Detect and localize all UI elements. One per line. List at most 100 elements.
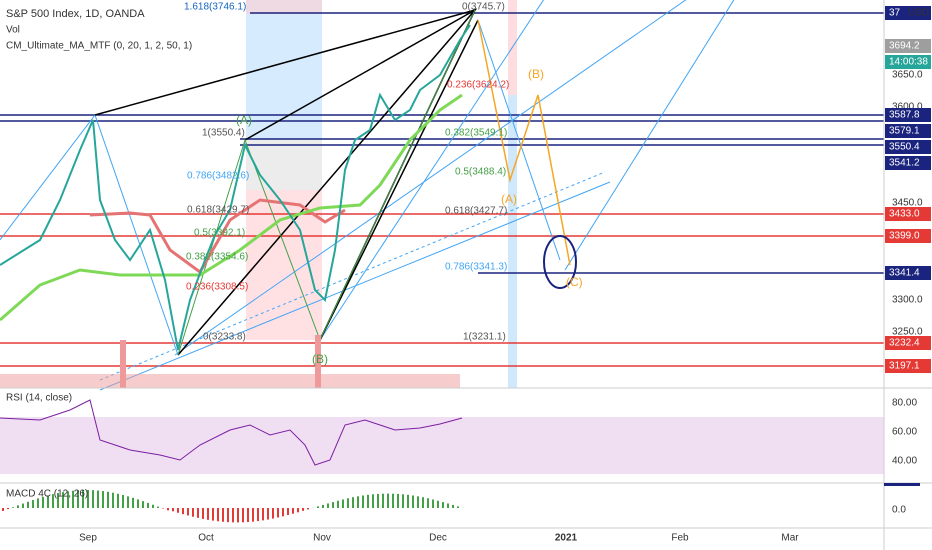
volume-bar <box>315 335 321 388</box>
circle <box>543 235 577 289</box>
macd-bar <box>67 491 69 508</box>
macd-bar <box>192 508 194 517</box>
macd-bar <box>152 504 154 508</box>
macd-bar <box>32 500 34 508</box>
price-tick: 3600.0 <box>892 102 923 113</box>
price-label-box <box>885 266 931 280</box>
macd-bar <box>107 491 109 508</box>
macd-bar <box>77 490 79 508</box>
macd-bar <box>72 490 74 508</box>
macd-bar <box>252 508 254 522</box>
macd-tick: 0.0 <box>892 505 906 516</box>
wave-label: (B) <box>312 352 328 366</box>
fib-label: 1.618(3746.1) <box>184 2 246 13</box>
trendline <box>477 19 561 261</box>
macd-bar <box>17 505 19 508</box>
macd-bar <box>12 507 14 508</box>
time-tick: Oct <box>198 533 214 544</box>
levels <box>0 12 884 367</box>
rsi-tick: 40.00 <box>892 456 917 467</box>
price-path <box>0 24 471 351</box>
fib-label: 0.236(3308.5) <box>186 282 248 293</box>
fib-left: 1(3550.4) 0.786(3482.6) 0.618(3429.7) 0.… <box>186 128 249 343</box>
macd-bar <box>457 506 459 508</box>
fib-label: 0(3745.7) <box>462 2 505 13</box>
fib-label: 0.236(3624.2) <box>447 80 509 91</box>
projection <box>477 19 571 266</box>
macd-bar <box>212 508 214 521</box>
price-tick: 3650.0 <box>892 70 923 81</box>
wave-label: (A) <box>236 113 252 127</box>
macd-bar <box>452 504 454 508</box>
macd-bar <box>282 508 284 517</box>
macd-bars <box>2 490 464 523</box>
macd-bar <box>147 502 149 508</box>
price-label-box <box>885 124 931 138</box>
wave-line <box>177 9 476 356</box>
price-label: 3579.1 <box>889 126 920 137</box>
price-tick: 3250.0 <box>892 327 923 338</box>
macd-bar <box>342 499 344 508</box>
macd-bar <box>97 490 99 508</box>
macd-bar <box>332 502 334 508</box>
zone <box>508 95 517 388</box>
fib-label: 0.786(3482.6) <box>187 171 249 182</box>
macd-bar <box>142 501 144 508</box>
macd-bar <box>297 508 299 513</box>
trendline <box>564 0 735 271</box>
fib-label: 0.618(3427.7) <box>445 206 507 217</box>
time-tick: Mar <box>781 533 799 544</box>
volume-bars <box>0 374 460 388</box>
macd-bar <box>357 496 359 508</box>
macd-bar <box>327 503 329 508</box>
macd-bar <box>187 508 189 516</box>
ma-red <box>89 198 346 275</box>
macd-bar <box>197 508 199 518</box>
rsi-title: RSI (14, close) <box>6 393 72 404</box>
macd-bar <box>232 508 234 523</box>
trendlines <box>0 0 735 391</box>
macd-bar <box>362 495 364 508</box>
macd-bar <box>302 508 304 511</box>
fib-label: 0.382(3354.6) <box>186 252 248 263</box>
fib-label: 1(3231.1) <box>463 332 506 343</box>
macd-bar <box>132 497 134 508</box>
macd-bar <box>272 508 274 519</box>
title: S&P 500 Index, 1D, OANDA <box>6 8 145 20</box>
fib-label: 0.5(3488.4) <box>455 167 506 178</box>
macd-bar <box>257 508 259 522</box>
price-label-box <box>885 6 931 20</box>
indicator: CM_Ultimate_MA_MTF (0, 20, 1, 2, 50, 1) <box>6 41 192 52</box>
zone <box>246 140 322 190</box>
macd-bar <box>127 496 129 508</box>
macd-bar <box>222 508 224 522</box>
macd-bar <box>277 508 279 518</box>
rsi-tick: 60.00 <box>892 427 917 438</box>
price-label: 3550.4 <box>889 142 920 153</box>
ma-green <box>0 93 463 322</box>
macd-bar <box>412 495 414 508</box>
price-label: 3197.1 <box>889 361 920 372</box>
macd-bar <box>217 508 219 522</box>
macd-bar <box>57 493 59 508</box>
volume-bar <box>120 340 126 388</box>
rsi-line <box>0 399 463 466</box>
price-label: 3399.0 <box>889 231 920 242</box>
macd-bar <box>157 506 159 508</box>
macd-bar <box>407 494 409 508</box>
price-label-box <box>885 336 931 350</box>
price-label: 3433.0 <box>889 209 920 220</box>
macd-bar <box>417 496 419 508</box>
price-label: 3541.2 <box>889 158 920 169</box>
macd-bar <box>287 508 289 516</box>
trendline <box>94 114 179 356</box>
price-label: 14:00:38 <box>889 57 928 68</box>
fib-label: 0.5(3392.1) <box>194 228 245 239</box>
macd-bar <box>122 494 124 508</box>
time-tick: Dec <box>429 533 447 544</box>
macd-bar <box>237 508 239 523</box>
macd-bar <box>397 493 399 508</box>
price-label: 3694.2 <box>889 41 920 52</box>
time-tick: Feb <box>671 533 689 544</box>
trendline <box>174 0 687 356</box>
